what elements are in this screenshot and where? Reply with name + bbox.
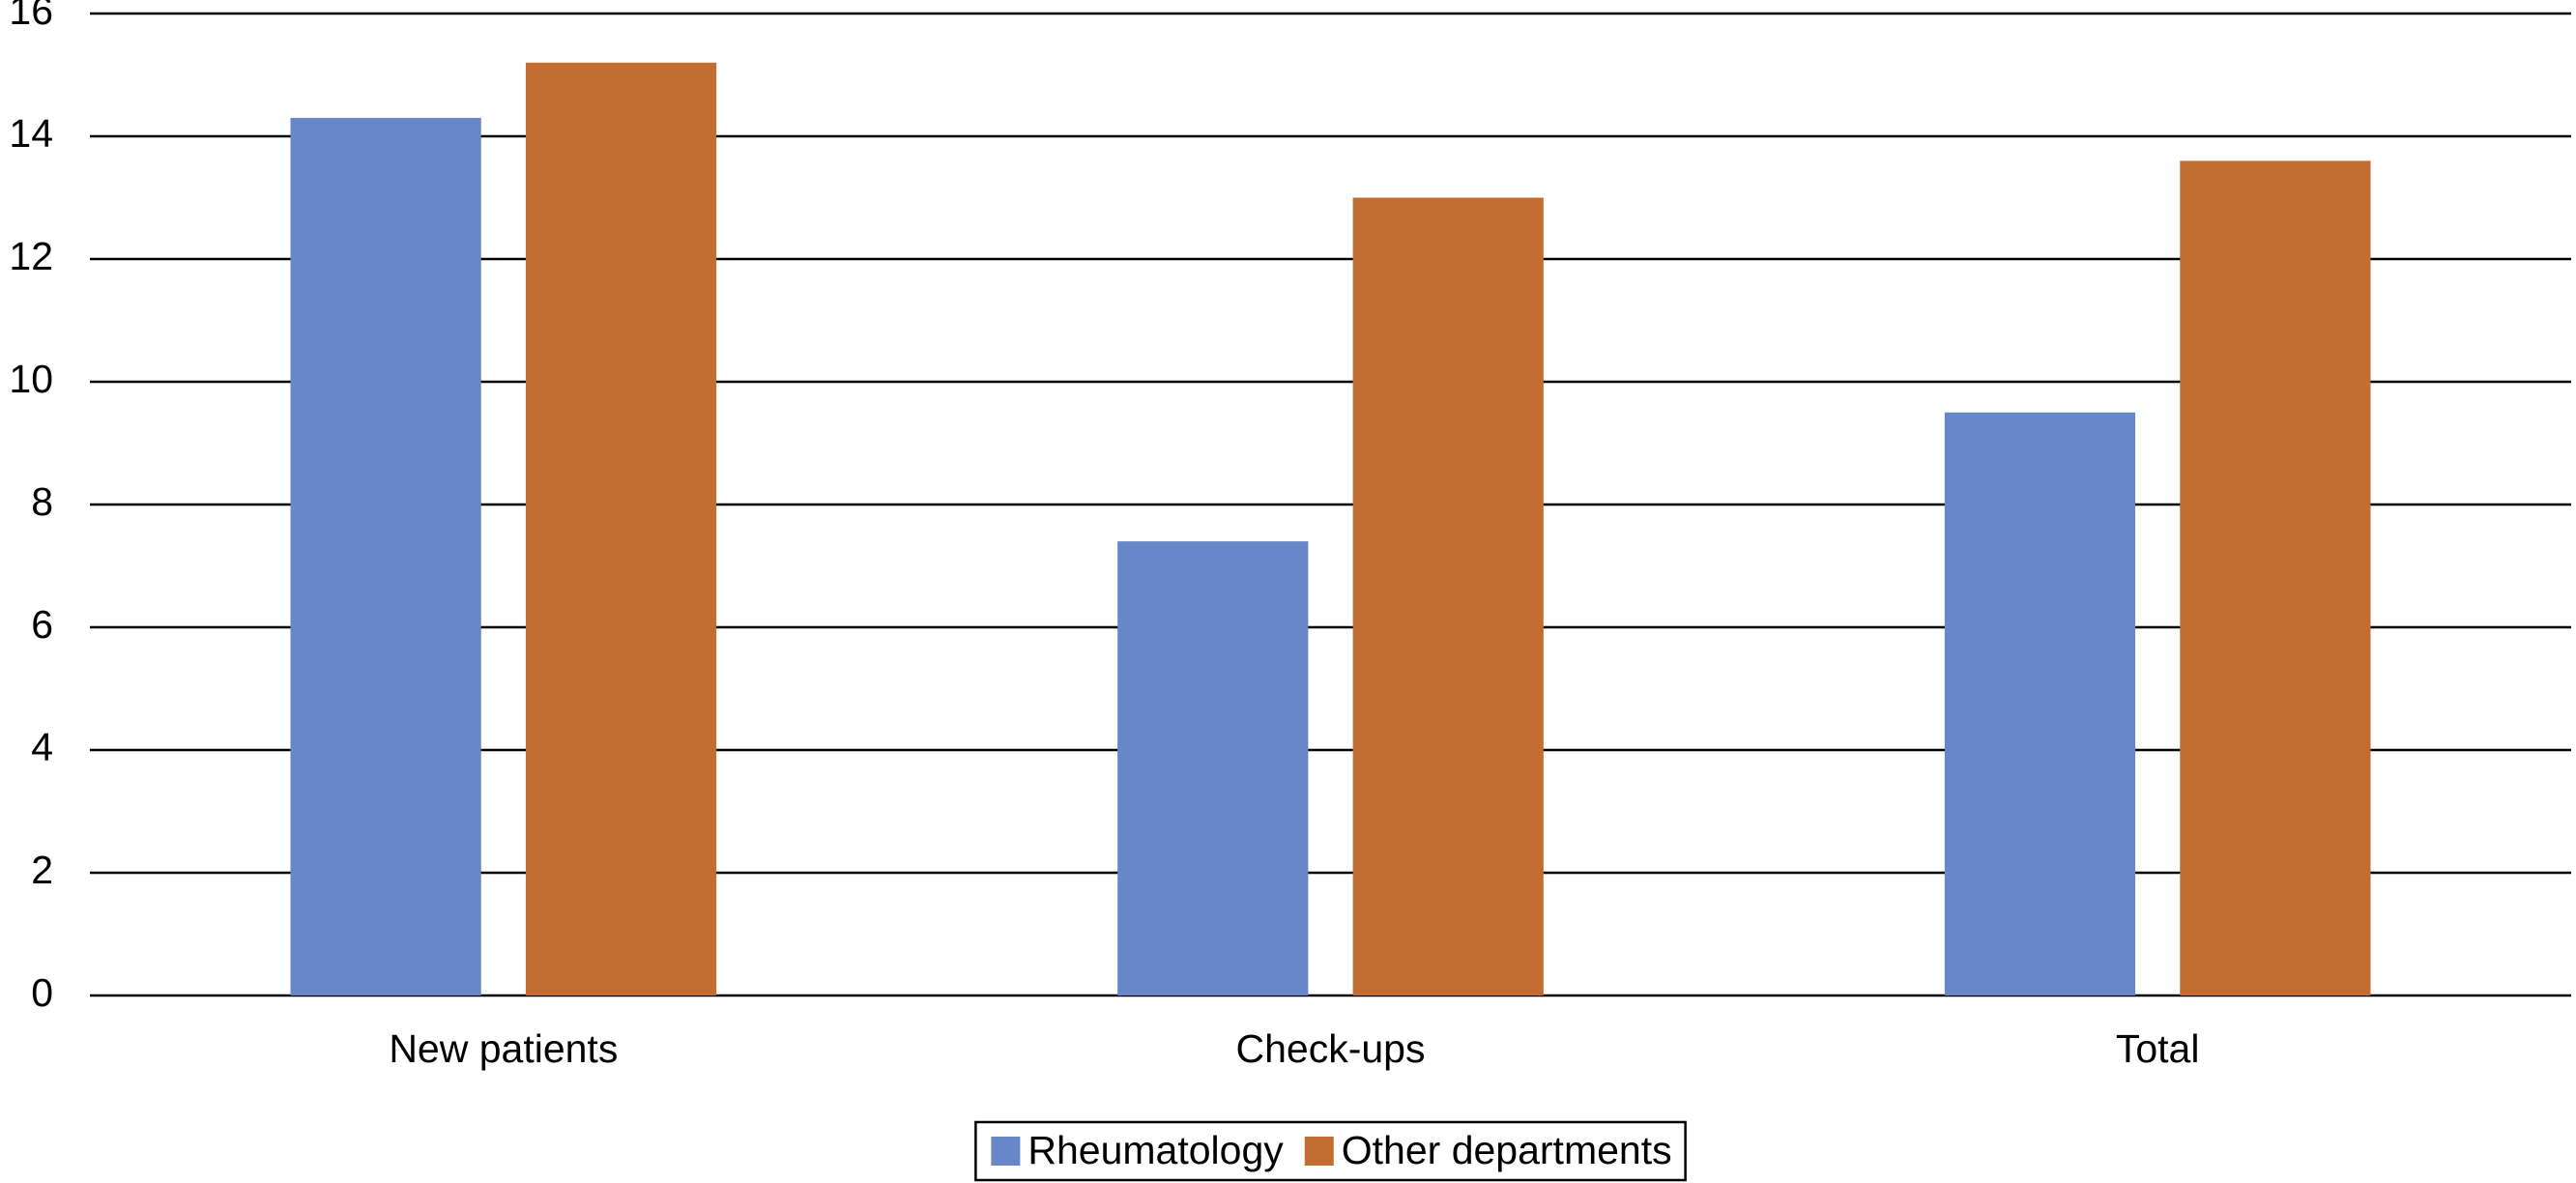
y-tick-label: 10: [9, 357, 53, 401]
bar: [2180, 160, 2371, 995]
y-tick-label: 14: [9, 111, 53, 156]
bar: [1117, 541, 1309, 995]
legend-label: Rheumatology: [1028, 1128, 1284, 1172]
x-tick-label: Total: [2116, 1026, 2200, 1071]
bar: [525, 62, 717, 996]
y-tick-label: 2: [31, 848, 53, 892]
y-tick-label: 0: [31, 970, 53, 1015]
y-tick-label: 6: [31, 602, 53, 647]
bar: [1944, 412, 2136, 995]
legend-label: Other departments: [1342, 1128, 1672, 1172]
x-tick-label: New patients: [389, 1026, 618, 1071]
legend-swatch: [991, 1137, 1021, 1166]
y-tick-label: 8: [31, 479, 53, 524]
bar: [290, 117, 481, 995]
y-tick-label: 16: [9, 0, 53, 33]
x-tick-label: Check-ups: [1236, 1026, 1426, 1071]
legend-swatch: [1304, 1137, 1334, 1166]
bar: [1352, 197, 1544, 995]
y-tick-label: 12: [9, 234, 53, 278]
y-tick-label: 4: [31, 725, 53, 769]
legend-box: [974, 1120, 1687, 1182]
legend: Rheumatology Other departments: [974, 1120, 1687, 1182]
